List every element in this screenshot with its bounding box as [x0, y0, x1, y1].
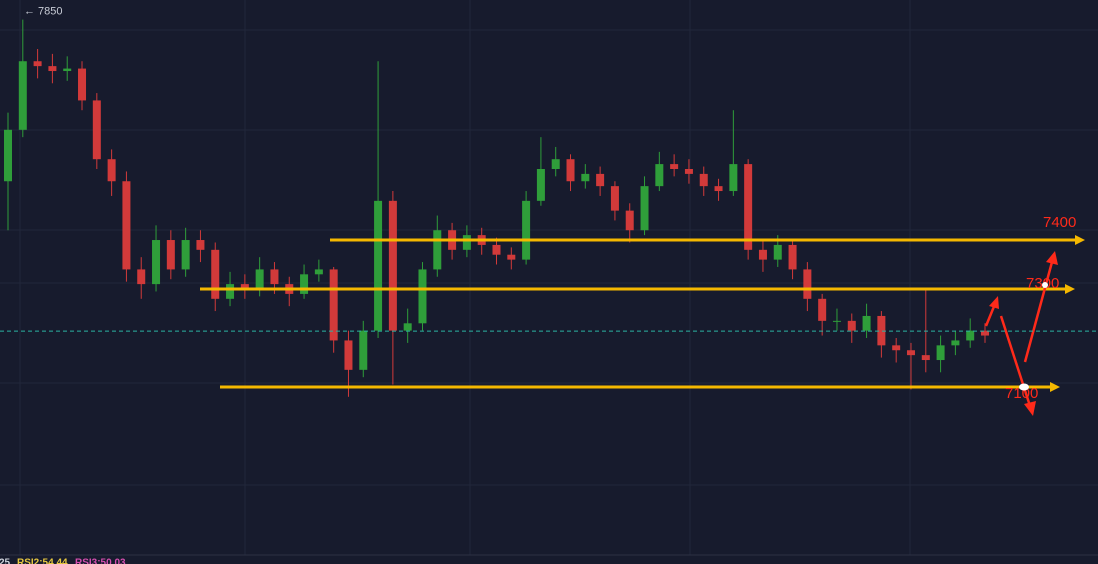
candle-body	[551, 159, 560, 169]
candle-body	[670, 164, 679, 169]
candle-body	[596, 173, 605, 187]
candle-body	[714, 186, 723, 192]
candle-body	[862, 315, 871, 331]
arrow	[1023, 261, 1054, 363]
level-arrow-head	[1050, 381, 1060, 392]
candle-body	[4, 129, 12, 182]
candle-body	[226, 284, 235, 299]
candle-body	[847, 320, 856, 331]
candle-body	[196, 240, 205, 250]
level-label: 7400	[1043, 214, 1076, 231]
candle-body	[314, 269, 323, 275]
candle-body	[462, 235, 471, 250]
candle-body	[48, 66, 57, 72]
candle-body	[610, 186, 619, 211]
candle-body	[981, 330, 989, 336]
candle-body	[344, 340, 353, 370]
candle-body	[640, 186, 649, 231]
candle-body	[359, 330, 368, 370]
candle-body	[329, 269, 338, 341]
levels: 740073007100	[200, 214, 1085, 402]
candle-body	[684, 168, 693, 174]
candle-body	[655, 164, 664, 187]
candle-body	[729, 164, 738, 192]
candle-body	[966, 330, 975, 341]
candle-body	[107, 159, 116, 182]
candle-body	[152, 240, 161, 285]
candle-body	[803, 269, 812, 299]
candle-body	[832, 320, 841, 322]
candle-body	[522, 200, 531, 260]
candle-body	[433, 230, 442, 270]
candle-body	[699, 173, 708, 187]
candle-body	[507, 254, 516, 260]
candle-body	[181, 240, 190, 270]
candles	[4, 19, 989, 397]
candle-body	[374, 200, 383, 331]
candle-body	[758, 249, 767, 260]
candle-body	[581, 173, 590, 182]
indicator-label: 25	[0, 558, 11, 564]
candle-body	[211, 249, 220, 299]
candle-body	[892, 345, 901, 351]
candle-body	[78, 68, 87, 101]
candle-body	[906, 350, 915, 356]
level-arrow-head	[1065, 284, 1075, 295]
candle-body	[33, 61, 42, 67]
indicators: 25 RSI2:54.44 RSI3:50.03	[0, 558, 126, 564]
candle-body	[951, 340, 960, 346]
candle-body	[788, 244, 797, 270]
candle-body	[625, 210, 634, 231]
candle-body	[166, 240, 175, 270]
arrow-head	[1024, 401, 1036, 416]
candle-body	[877, 315, 886, 346]
candle-body	[921, 355, 930, 361]
arrow-head	[989, 296, 999, 309]
candle-body	[403, 323, 412, 331]
candle-body	[773, 244, 782, 260]
level-arrow-head	[1075, 235, 1085, 246]
candle-body	[566, 159, 575, 182]
candle-body	[492, 244, 501, 255]
candle-body	[536, 168, 545, 201]
level-label: 7100	[1005, 385, 1038, 402]
indicator-label: RSI2:54.44	[17, 558, 68, 564]
marker-dot	[1019, 383, 1029, 391]
arrow	[984, 303, 997, 327]
arrows	[984, 251, 1058, 416]
candle-body	[240, 284, 249, 290]
candle-body	[818, 298, 827, 321]
arrow	[999, 315, 1032, 407]
candle-body	[18, 61, 27, 130]
candle-body	[300, 274, 309, 294]
indicator-label: RSI3:50.03	[75, 558, 126, 564]
high-marker: ← 7850	[24, 6, 63, 18]
candle-body	[92, 100, 101, 160]
marker-dot	[1042, 282, 1048, 288]
candle-body	[122, 181, 131, 270]
candle-body	[63, 68, 72, 72]
candle-body	[418, 269, 427, 324]
arrow-head	[1046, 251, 1058, 265]
candle-body	[936, 345, 945, 361]
candle-body	[255, 269, 264, 290]
candle-body	[744, 164, 753, 250]
candle-body	[388, 200, 397, 331]
candle-body	[270, 269, 279, 285]
candle-body	[137, 269, 146, 285]
